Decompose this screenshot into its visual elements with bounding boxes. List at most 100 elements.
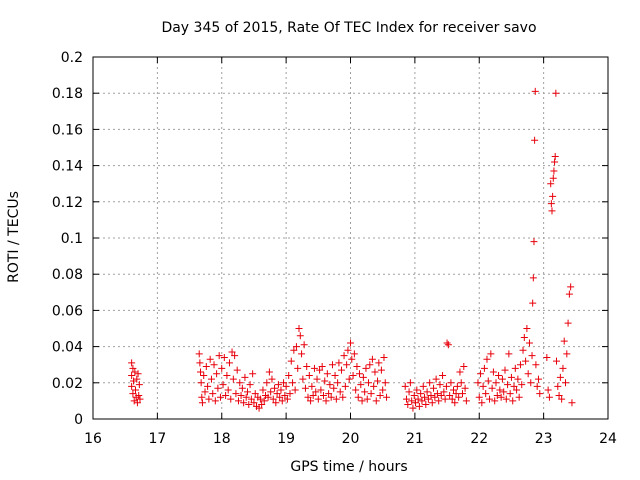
data-point: [497, 393, 505, 401]
data-point: [303, 363, 311, 371]
data-point: [336, 388, 344, 396]
data-point: [231, 352, 239, 360]
data-point: [518, 381, 526, 389]
data-point: [343, 361, 351, 369]
data-point: [245, 401, 253, 409]
data-point: [274, 381, 282, 389]
chart-title: Day 345 of 2015, Rate Of TEC Index for r…: [161, 20, 536, 36]
x-tick-label: 22: [470, 431, 488, 447]
data-point: [246, 381, 254, 389]
data-point: [515, 393, 523, 401]
data-point: [462, 397, 470, 405]
data-point: [428, 399, 436, 407]
data-point: [509, 397, 517, 405]
data-point: [531, 136, 539, 144]
data-point: [502, 395, 510, 403]
data-point: [488, 384, 496, 392]
data-point: [456, 368, 464, 376]
data-point: [318, 363, 326, 371]
data-point: [308, 382, 316, 390]
data-point: [383, 393, 391, 401]
data-point: [555, 391, 563, 399]
data-point: [533, 382, 541, 390]
data-point: [550, 167, 558, 175]
data-point: [461, 384, 469, 392]
data-point: [486, 395, 494, 403]
data-point: [259, 386, 267, 394]
data-point: [130, 397, 138, 405]
data-point: [276, 393, 284, 401]
data-point: [265, 368, 273, 376]
data-point: [294, 364, 302, 372]
data-point: [211, 397, 219, 405]
data-point: [498, 375, 506, 383]
data-point: [304, 393, 312, 401]
data-point: [223, 372, 231, 380]
data-point: [268, 375, 276, 383]
data-point: [290, 346, 298, 354]
data-point: [350, 350, 358, 358]
y-tick-label: 0.2: [61, 50, 83, 66]
data-point: [365, 379, 373, 387]
data-point: [131, 386, 139, 394]
data-point: [444, 341, 452, 349]
data-point: [379, 386, 387, 394]
data-point: [272, 399, 280, 407]
data-point: [511, 364, 519, 372]
data-point: [286, 390, 294, 398]
data-point: [424, 395, 432, 403]
data-point: [301, 384, 309, 392]
data-point: [232, 390, 240, 398]
data-point: [480, 364, 488, 372]
data-point: [547, 200, 555, 208]
y-axis-label: ROTI / TECUs: [6, 191, 22, 283]
data-point: [496, 386, 504, 394]
data-point: [309, 391, 317, 399]
data-point: [287, 357, 295, 365]
data-point: [353, 363, 361, 371]
data-point: [283, 395, 291, 403]
data-point: [251, 390, 259, 398]
data-point: [504, 381, 512, 389]
data-point: [201, 388, 209, 396]
data-point: [408, 397, 416, 405]
data-point: [357, 381, 365, 389]
data-point: [241, 373, 249, 381]
data-point: [354, 393, 362, 401]
data-point: [403, 395, 411, 403]
y-tick-label: 0.14: [52, 159, 83, 175]
data-point: [501, 366, 509, 374]
data-point: [505, 350, 513, 358]
data-point: [547, 180, 555, 188]
data-point: [459, 390, 467, 398]
data-point: [405, 388, 413, 396]
data-point: [453, 382, 461, 390]
data-point: [258, 401, 266, 409]
data-point: [474, 379, 482, 387]
data-point: [513, 386, 521, 394]
data-point: [197, 368, 205, 376]
data-point: [435, 397, 443, 405]
data-point: [506, 390, 514, 398]
data-point: [543, 353, 551, 361]
data-point: [495, 372, 503, 380]
data-point: [523, 325, 531, 332]
data-point: [281, 391, 289, 399]
data-point: [478, 399, 486, 407]
data-point: [135, 381, 143, 389]
data-point: [366, 361, 374, 369]
data-point: [491, 397, 499, 405]
data-point: [325, 390, 333, 398]
data-point: [328, 361, 336, 369]
data-point: [207, 375, 215, 383]
data-point: [321, 377, 329, 385]
data-point: [289, 379, 297, 387]
data-point: [427, 391, 435, 399]
data-point: [559, 364, 567, 372]
x-tick-label: 16: [84, 431, 102, 447]
data-point: [493, 391, 501, 399]
data-point: [256, 395, 264, 403]
data-point: [233, 366, 241, 374]
data-point: [527, 379, 535, 387]
